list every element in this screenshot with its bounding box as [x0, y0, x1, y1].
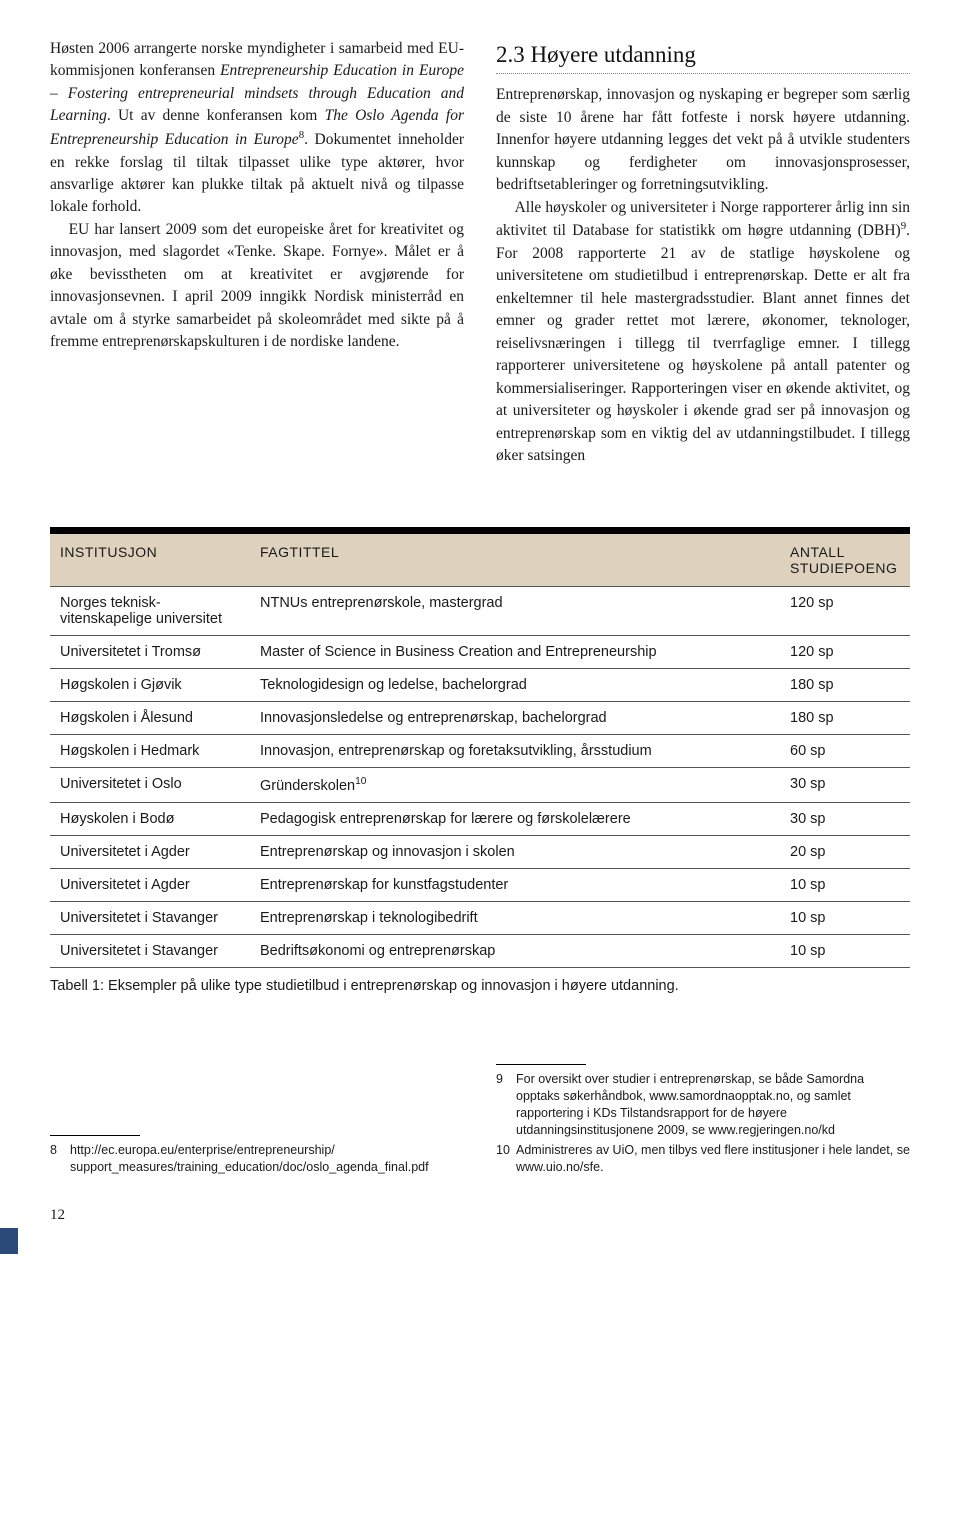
table-header-row: INSTITUSJON FAGTITTEL ANTALL STUDIEPOENG: [50, 534, 910, 587]
footnote-number: 8: [50, 1142, 64, 1176]
heading-rule: [496, 73, 910, 74]
cell-institution: Universitetet i Stavanger: [50, 910, 250, 926]
body-paragraph: Entreprenørskap, innovasjon og nyskaping…: [496, 84, 910, 196]
cell-institution: Universitetet i Oslo: [50, 776, 250, 794]
cell-fagtittel: Innovasjon, entreprenørskap og foretaksu…: [250, 743, 780, 759]
cell-fagtittel: Teknologidesign og ledelse, bachelorgrad: [250, 677, 780, 693]
table-row: Universitetet i AgderEntreprenørskap for…: [50, 869, 910, 902]
cell-fagtittel: Innovasjonsledelse og entreprenørskap, b…: [250, 710, 780, 726]
th-institution: INSTITUSJON: [50, 544, 250, 576]
section-heading: 2.3 Høyere utdanning: [496, 38, 910, 71]
cell-studiepoeng: 180 sp: [780, 710, 910, 726]
table-row: Universitetet i TromsøMaster of Science …: [50, 636, 910, 669]
cell-institution: Høgskolen i Ålesund: [50, 710, 250, 726]
th-studiepoeng: ANTALL STUDIEPOENG: [780, 544, 910, 576]
cell-institution: Universitetet i Agder: [50, 877, 250, 893]
footnote-item: 10Administreres av UiO, men tilbys ved f…: [496, 1142, 910, 1176]
page-number: 12: [50, 1207, 910, 1224]
footnote-text: For oversikt over studier i entreprenørs…: [516, 1071, 910, 1139]
cell-fagtittel: Entreprenørskap for kunstfagstudenter: [250, 877, 780, 893]
footnote-item: 8http://ec.europa.eu/enterprise/entrepre…: [50, 1142, 464, 1176]
table-row: Universitetet i StavangerBedriftsøkonomi…: [50, 935, 910, 968]
cell-studiepoeng: 30 sp: [780, 776, 910, 794]
body-columns: Høsten 2006 arrangerte norske myndighete…: [50, 38, 910, 467]
footnote-number: 10: [496, 1142, 510, 1176]
left-column: Høsten 2006 arrangerte norske myndighete…: [50, 38, 464, 467]
study-table: INSTITUSJON FAGTITTEL ANTALL STUDIEPOENG…: [50, 527, 910, 968]
footnote-text: http://ec.europa.eu/enterprise/entrepren…: [70, 1142, 464, 1176]
table-caption: Tabell 1: Eksempler på ulike type studie…: [50, 968, 910, 1034]
page-tab-marker: [0, 1228, 18, 1254]
cell-fagtittel: Bedriftsøkonomi og entreprenørskap: [250, 943, 780, 959]
table-row: Norges teknisk-vitenskapelige universite…: [50, 587, 910, 636]
footnote-rule: [496, 1064, 586, 1065]
cell-institution: Universitetet i Stavanger: [50, 943, 250, 959]
table-row: Høgskolen i ÅlesundInnovasjonsledelse og…: [50, 702, 910, 735]
cell-studiepoeng: 20 sp: [780, 844, 910, 860]
cell-fagtittel: Entreprenørskap og innovasjon i skolen: [250, 844, 780, 860]
cell-studiepoeng: 120 sp: [780, 595, 910, 627]
body-paragraph: Høsten 2006 arrangerte norske myndighete…: [50, 38, 464, 219]
cell-studiepoeng: 180 sp: [780, 677, 910, 693]
th-fagtittel: FAGTITTEL: [250, 544, 780, 576]
cell-studiepoeng: 10 sp: [780, 943, 910, 959]
table-row: Universitetet i StavangerEntreprenørskap…: [50, 902, 910, 935]
cell-institution: Universitetet i Agder: [50, 844, 250, 860]
footnotes-left: 8http://ec.europa.eu/enterprise/entrepre…: [50, 1064, 464, 1178]
cell-institution: Norges teknisk-vitenskapelige universite…: [50, 595, 250, 627]
cell-institution: Universitetet i Tromsø: [50, 644, 250, 660]
table-row: Universitetet i OsloGründerskolen1030 sp: [50, 768, 910, 803]
table-row: Høyskolen i BodøPedagogisk entreprenørsk…: [50, 803, 910, 836]
cell-institution: Høyskolen i Bodø: [50, 811, 250, 827]
cell-studiepoeng: 30 sp: [780, 811, 910, 827]
cell-institution: Høgskolen i Gjøvik: [50, 677, 250, 693]
body-paragraph: Alle høyskoler og universiteter i Norge …: [496, 197, 910, 468]
cell-fagtittel: Entreprenørskap i teknologibedrift: [250, 910, 780, 926]
cell-studiepoeng: 60 sp: [780, 743, 910, 759]
cell-studiepoeng: 10 sp: [780, 877, 910, 893]
table-row: Universitetet i AgderEntreprenørskap og …: [50, 836, 910, 869]
footnote-item: 9For oversikt over studier i entreprenør…: [496, 1071, 910, 1139]
footnotes: 8http://ec.europa.eu/enterprise/entrepre…: [50, 1064, 910, 1178]
cell-fagtittel: Master of Science in Business Creation a…: [250, 644, 780, 660]
footnotes-right: 9For oversikt over studier i entreprenør…: [496, 1064, 910, 1178]
cell-studiepoeng: 120 sp: [780, 644, 910, 660]
table-row: Høgskolen i GjøvikTeknologidesign og led…: [50, 669, 910, 702]
cell-institution: Høgskolen i Hedmark: [50, 743, 250, 759]
footnote-number: 9: [496, 1071, 510, 1139]
cell-fagtittel: Pedagogisk entreprenørskap for lærere og…: [250, 811, 780, 827]
table-row: Høgskolen i HedmarkInnovasjon, entrepren…: [50, 735, 910, 768]
right-column: 2.3 Høyere utdanning Entreprenørskap, in…: [496, 38, 910, 467]
cell-studiepoeng: 10 sp: [780, 910, 910, 926]
cell-fagtittel: Gründerskolen10: [250, 776, 780, 794]
footnote-text: Administreres av UiO, men tilbys ved fle…: [516, 1142, 910, 1176]
body-paragraph: EU har lansert 2009 som det europeiske å…: [50, 219, 464, 354]
footnote-rule: [50, 1135, 140, 1136]
cell-fagtittel: NTNUs entreprenørskole, mastergrad: [250, 595, 780, 627]
